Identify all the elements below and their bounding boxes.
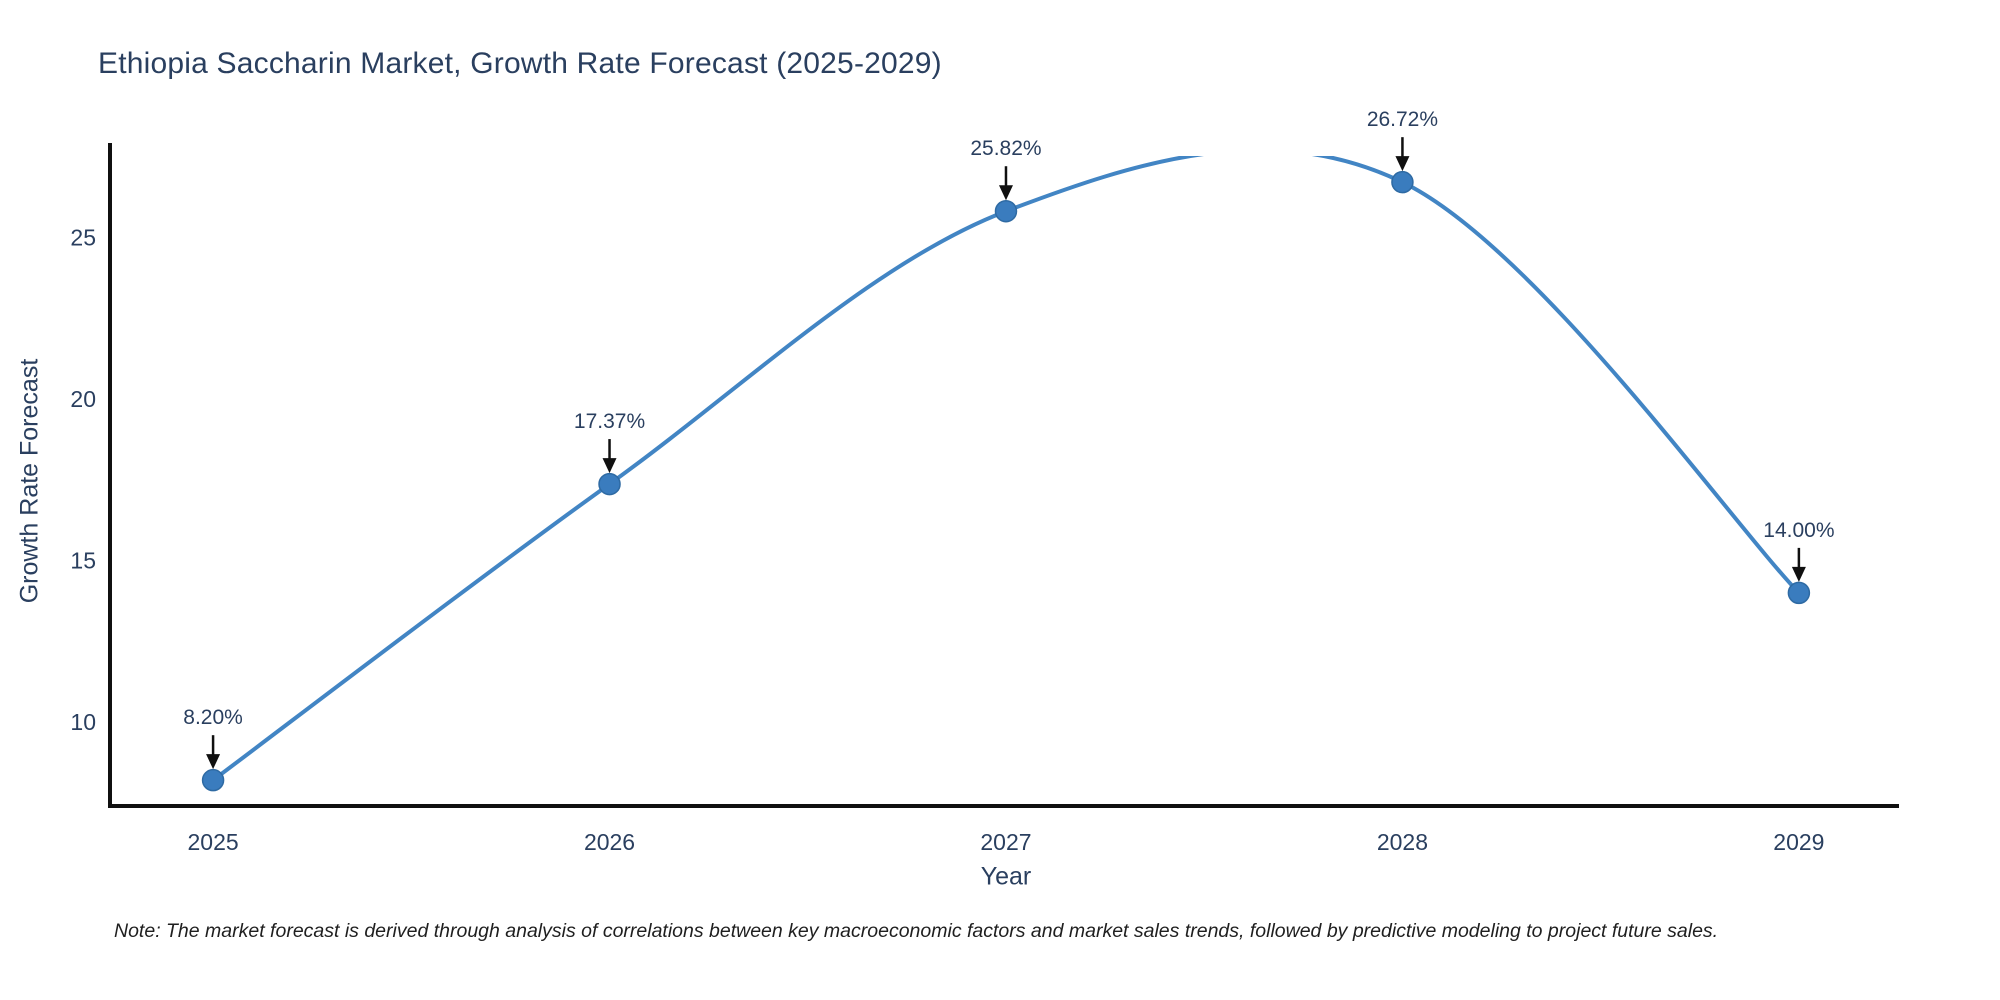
series-markers [201, 170, 1811, 792]
footnote: Note: The market forecast is derived thr… [114, 920, 1719, 942]
data-point-marker[interactable] [1391, 170, 1414, 194]
data-point-marker[interactable] [1787, 581, 1811, 605]
x-tick-label: 2027 [980, 829, 1031, 855]
point-value-label: 17.37% [574, 410, 645, 433]
point-value-label: 14.00% [1763, 519, 1834, 542]
x-tick-label: 2028 [1377, 829, 1428, 855]
data-point-marker[interactable] [201, 768, 225, 792]
y-tick-label: 20 [70, 386, 96, 412]
annotation-arrow-head [1791, 566, 1806, 582]
annotation-arrow-head [602, 458, 617, 474]
y-tick-label: 10 [70, 709, 96, 735]
data-point-marker[interactable] [598, 472, 621, 496]
x-tick-label: 2025 [187, 829, 238, 855]
point-annotations: 8.20% 17.37% 25.82% 26.72% 14.00% [183, 108, 1835, 770]
forecast-curve [211, 156, 1801, 783]
y-tick-label: 15 [70, 548, 96, 574]
point-value-label: 25.82% [970, 137, 1041, 160]
chart-title: Ethiopia Saccharin Market, Growth Rate F… [98, 47, 942, 80]
x-tick-label: 2026 [584, 829, 635, 855]
data-point-marker[interactable] [994, 199, 1018, 223]
annotation-arrow-head [998, 185, 1013, 201]
y-tick-label: 25 [70, 225, 96, 251]
series-line [211, 156, 1801, 783]
point-value-label: 26.72% [1367, 108, 1438, 131]
x-tick-label: 2029 [1773, 829, 1824, 855]
point-value-label: 8.20% [183, 706, 243, 729]
axes [108, 143, 1899, 808]
annotation-arrow-head [1395, 156, 1410, 172]
annotation-arrow-head [206, 754, 221, 770]
x-axis-title: Year [980, 862, 1032, 891]
